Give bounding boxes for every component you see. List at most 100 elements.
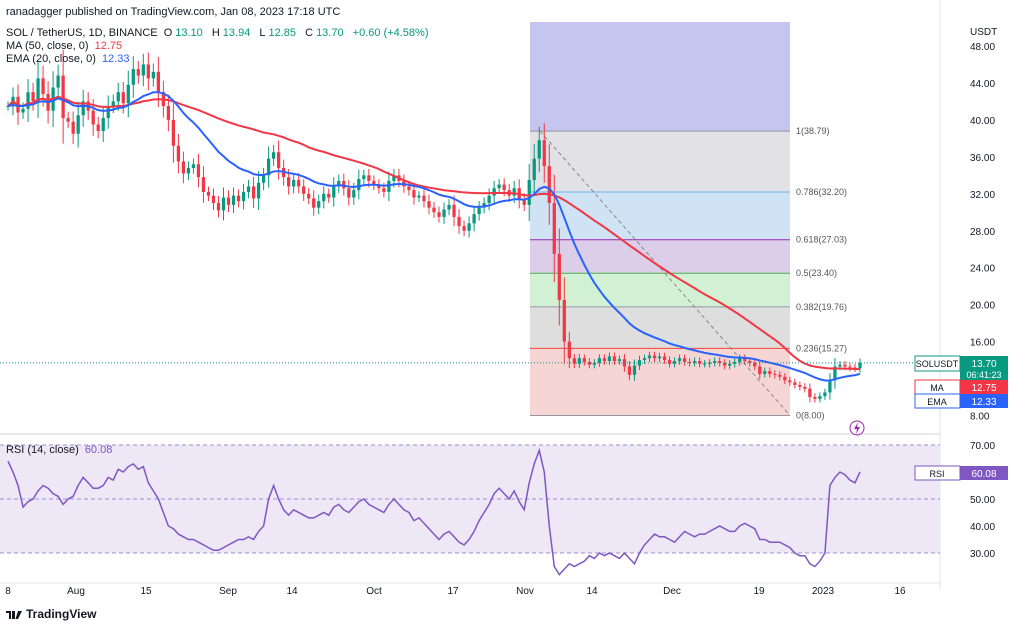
- candle-body: [537, 140, 541, 159]
- l-value: 12.85: [268, 27, 297, 39]
- time-tick-label: Dec: [663, 586, 681, 597]
- lightning-icon-bolt: [854, 422, 860, 434]
- candle-body: [642, 358, 647, 361]
- candle-body: [632, 365, 637, 375]
- candle-body: [61, 75, 65, 119]
- candle-body: [497, 184, 501, 189]
- fib-zone: [530, 273, 790, 307]
- candle-body: [597, 358, 602, 363]
- candle-body: [372, 180, 376, 185]
- candle-body: [6, 106, 10, 108]
- fib-level-label: 0.382(19.76): [796, 302, 847, 312]
- published-line: ranadagger published on TradingView.com,…: [6, 6, 343, 18]
- tag-label: RSI: [929, 469, 944, 479]
- tag-value: 12.33: [971, 397, 996, 408]
- candle-body: [582, 358, 586, 362]
- candle-body: [41, 78, 45, 95]
- time-tick-label: 14: [586, 586, 598, 597]
- candle-body: [758, 366, 762, 374]
- tradingview-brand: TradingView: [26, 607, 97, 621]
- candle-body: [392, 175, 396, 181]
- time-tick-label: 16: [894, 586, 906, 597]
- c-value: 13.70: [316, 27, 344, 39]
- candle-body: [287, 177, 291, 187]
- candle-body: [146, 64, 150, 79]
- rsi-legend-label: RSI (14, close): [6, 444, 79, 456]
- l-label: L: [259, 27, 266, 39]
- candle-body: [447, 204, 451, 210]
- candle-body: [126, 84, 130, 104]
- fib-level-label: 1(38.79): [796, 126, 830, 136]
- candle-body: [382, 188, 386, 192]
- candle-body: [36, 78, 40, 102]
- candle-body: [322, 193, 326, 202]
- candle-body: [387, 180, 391, 192]
- fib-level-label: 0.786(32.20): [796, 187, 847, 197]
- candle-body: [803, 386, 807, 389]
- time-tick-label: Oct: [366, 586, 382, 597]
- candle-body: [241, 191, 246, 202]
- candle-body: [417, 195, 421, 198]
- candle-body: [567, 341, 571, 359]
- o-value: 13.10: [175, 27, 203, 39]
- tag-label: EMA: [927, 397, 947, 407]
- candle-body: [612, 356, 617, 361]
- price-tick-label: 28.00: [970, 227, 995, 238]
- symbol-text[interactable]: SOL / TetherUS, 1D, BINANCE: [6, 27, 158, 39]
- fib-level-label: 0.618(27.03): [796, 235, 847, 245]
- candle-body: [753, 362, 757, 367]
- candle-body: [547, 166, 551, 204]
- candle-body: [572, 358, 576, 364]
- candle-body: [607, 356, 612, 361]
- rsi-tick-label: 50.00: [970, 495, 995, 506]
- candle-body: [56, 75, 60, 88]
- candle-body: [106, 106, 110, 119]
- candle-body: [552, 203, 556, 254]
- fib-level-label: 0.5(23.40): [796, 268, 837, 278]
- candle-body: [302, 186, 306, 194]
- time-tick-label: 14: [286, 586, 298, 597]
- fib-zone: [530, 191, 790, 240]
- candle-body: [362, 175, 366, 180]
- candle-body: [377, 184, 381, 189]
- candle-body: [718, 360, 722, 363]
- rsi-tick-label: 70.00: [970, 441, 995, 452]
- candle-body: [211, 195, 216, 204]
- tradingview-logo[interactable]: TradingView: [6, 607, 96, 621]
- candle-body: [191, 164, 196, 168]
- time-tick-label: 15: [140, 586, 152, 597]
- ohlc-line: SOL / TetherUS, 1D, BINANCE O 13.10 H 13.9…: [6, 27, 432, 39]
- candle-body: [798, 385, 802, 387]
- candle-body: [672, 360, 677, 364]
- candle-body: [708, 362, 712, 364]
- candle-body: [788, 380, 792, 383]
- ema-legend[interactable]: EMA (20, close, 0) 12.33: [6, 53, 132, 65]
- candle-body: [176, 145, 181, 162]
- time-tick-label: Sep: [219, 586, 237, 597]
- time-tick-label: Aug: [67, 586, 85, 597]
- rsi-legend[interactable]: RSI (14, close) 60.08: [6, 444, 115, 456]
- candle-body: [261, 175, 266, 183]
- candle-body: [562, 300, 566, 342]
- ma-legend[interactable]: MA (50, close, 0) 12.75: [6, 40, 125, 52]
- candle-body: [251, 186, 256, 199]
- candle-body: [26, 92, 30, 109]
- rsi-tick-label: 30.00: [970, 549, 995, 560]
- candle-body: [181, 161, 186, 174]
- price-tag-value: 13.70: [971, 359, 996, 370]
- time-tick-label: Nov: [516, 586, 534, 597]
- candle-body: [858, 362, 862, 369]
- candle-body: [442, 209, 446, 217]
- price-tick-label: 40.00: [970, 116, 995, 127]
- ma-legend-label: MA (50, close, 0): [6, 40, 89, 52]
- candle-body: [467, 223, 471, 231]
- ma-legend-value: 12.75: [94, 40, 123, 52]
- candle-body: [156, 71, 160, 93]
- candle-body: [818, 396, 822, 399]
- candle-body: [312, 198, 316, 208]
- currency-label: USDT: [970, 27, 997, 38]
- candle-body: [437, 212, 441, 217]
- candle-body: [186, 167, 191, 174]
- candle-body: [277, 152, 281, 168]
